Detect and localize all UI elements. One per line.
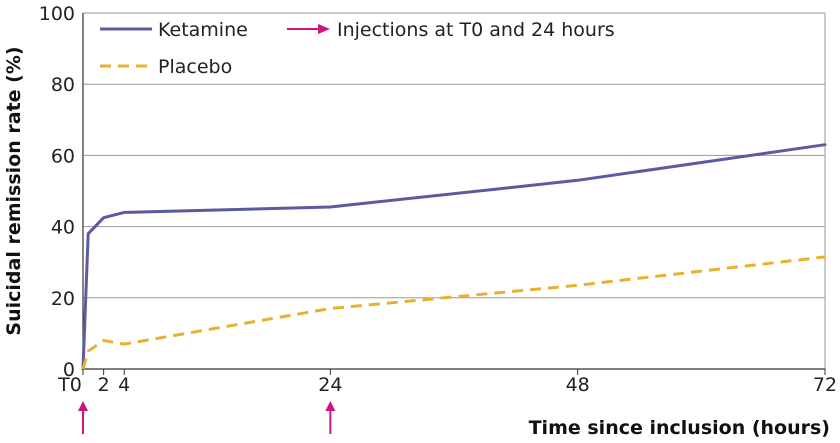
x-tick-label: 48 — [566, 374, 590, 396]
series-line-ketamine — [81, 143, 827, 371]
x-tick-label: 2 — [98, 374, 110, 396]
legend-label-ketamine: Ketamine — [158, 19, 248, 41]
y-tick-label: 0 — [63, 359, 75, 381]
x-tick-label: T0 — [57, 374, 82, 396]
y-tick-label: 80 — [51, 74, 75, 96]
injection-arrow-head — [78, 401, 88, 411]
grid-layer — [83, 12, 826, 369]
series-line-placebo — [81, 255, 826, 370]
legend-label-placebo: Placebo — [158, 56, 232, 78]
axes-layer: 0 20 40 60 80 100 T0 2 4 24 48 72 — [39, 3, 837, 434]
injection-arrow-head — [325, 401, 336, 411]
legend-label-injections: Injections at T0 and 24 hours — [337, 19, 615, 41]
x-axis-title: Time since inclusion (hours) — [529, 417, 830, 439]
x-tick-label: 72 — [813, 374, 837, 396]
series-layer — [81, 143, 827, 371]
legend-swatch-injection-arrowhead — [318, 24, 330, 34]
y-tick-label: 60 — [51, 145, 75, 167]
y-tick-label: 100 — [39, 3, 75, 25]
y-tick-label: 40 — [51, 217, 75, 239]
y-axis-title: Suicidal remission rate (%) — [3, 46, 25, 335]
y-tick-label: 20 — [51, 288, 75, 310]
x-tick-label: 4 — [118, 374, 130, 396]
labels-layer: Suicidal remission rate (%) Time since i… — [3, 46, 830, 439]
x-tick-label: 24 — [318, 374, 342, 396]
legend: Ketamine Placebo Injections at T0 and 24 h… — [100, 19, 615, 78]
